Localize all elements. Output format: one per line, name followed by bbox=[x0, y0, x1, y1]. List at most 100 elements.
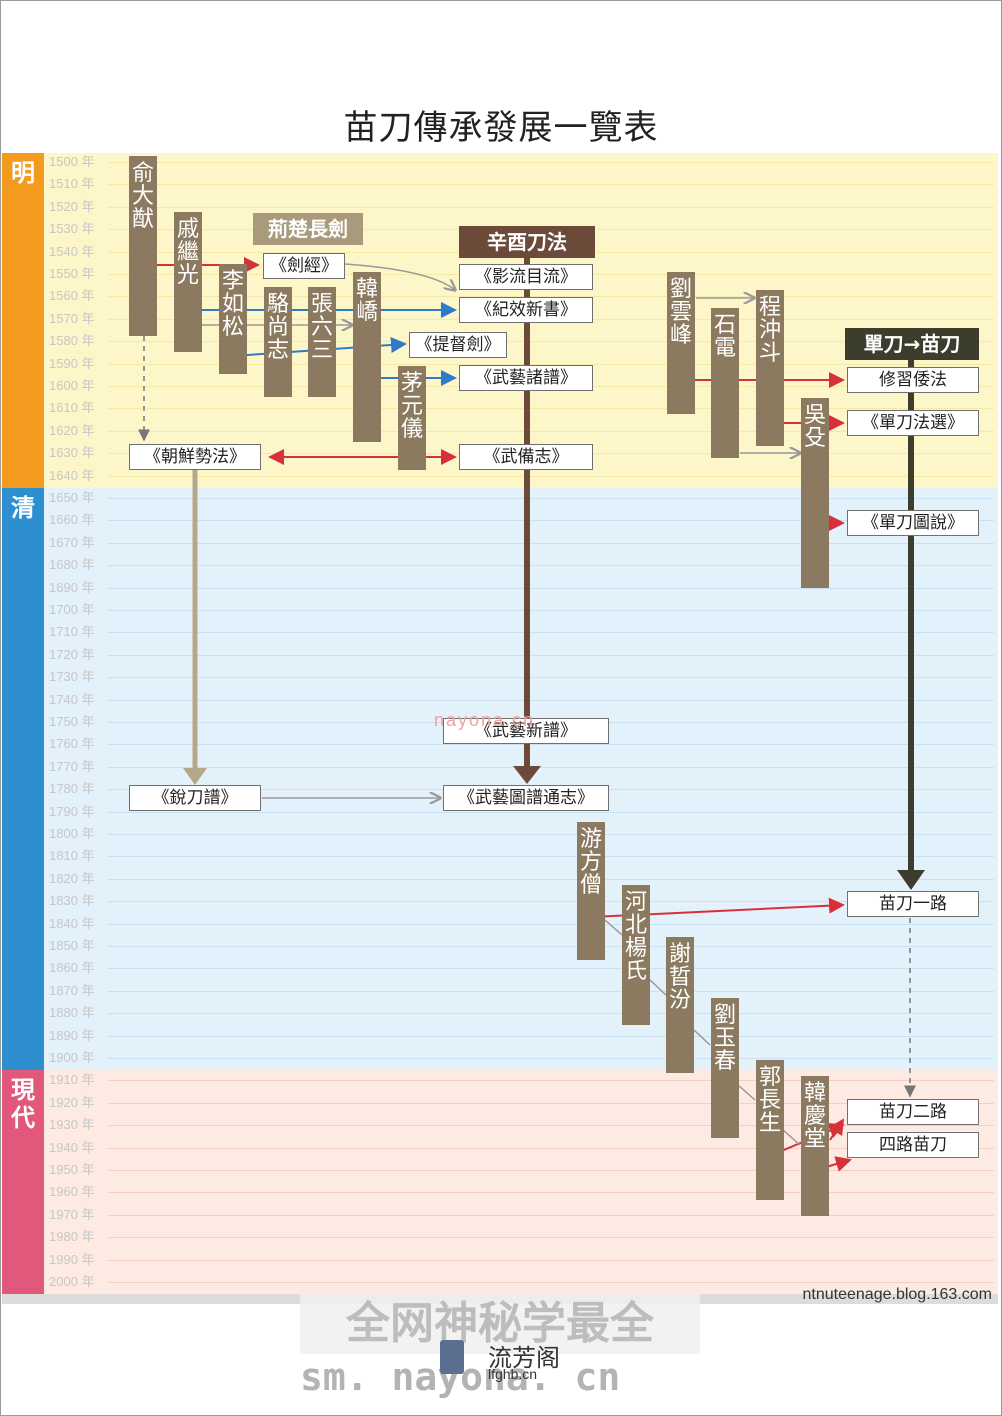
year-label: 1790 年 bbox=[49, 803, 95, 819]
person-mao-yuanyi: 茅元儀 bbox=[398, 366, 426, 470]
year-label: 1620 年 bbox=[49, 422, 95, 438]
year-gridline bbox=[108, 565, 994, 566]
year-label: 1740 年 bbox=[49, 691, 95, 707]
watermark-brand: 流芳阁 bbox=[488, 1344, 560, 1372]
year-gridline bbox=[108, 610, 994, 611]
year-label: 1850 年 bbox=[49, 938, 95, 953]
year-gridline bbox=[108, 543, 994, 544]
book-icon bbox=[440, 1340, 464, 1374]
person-zhang-liusan: 張六三 bbox=[308, 287, 336, 397]
doc-dandao-tushuo: 《單刀圖說》 bbox=[847, 510, 979, 536]
year-label: 1760 年 bbox=[49, 736, 95, 752]
year-label: 1590 年 bbox=[49, 355, 95, 371]
header-dandao: 單刀→苗刀 bbox=[845, 328, 979, 360]
year-label: 1720 年 bbox=[49, 646, 95, 662]
year-label: 1650 年 bbox=[49, 490, 95, 505]
year-label: 1920 年 bbox=[49, 1094, 95, 1110]
modern-band bbox=[2, 1070, 998, 1294]
year-label: 1550 年 bbox=[49, 266, 95, 281]
year-gridline bbox=[108, 1013, 994, 1014]
year-label: 1860 年 bbox=[49, 960, 95, 976]
person-you-fangseng: 游方僧 bbox=[577, 822, 605, 960]
year-gridline bbox=[108, 1125, 994, 1126]
year-label: 1750 年 bbox=[49, 714, 95, 729]
era-qing: 清 bbox=[2, 488, 44, 1070]
year-gridline bbox=[108, 408, 994, 409]
person-luo-shangzhi: 駱尚志 bbox=[264, 287, 292, 397]
doc-xiuxi: 修習倭法 bbox=[847, 367, 979, 393]
year-gridline bbox=[108, 744, 994, 745]
year-label: 1810 年 bbox=[49, 848, 95, 864]
year-gridline bbox=[108, 901, 994, 902]
year-gridline bbox=[108, 498, 994, 499]
year-label: 1700 年 bbox=[49, 602, 95, 617]
year-label: 1680 年 bbox=[49, 557, 95, 573]
person-xie-zhenfen: 謝晢汾 bbox=[666, 937, 694, 1073]
year-gridline bbox=[108, 1282, 994, 1283]
year-gridline bbox=[108, 476, 994, 477]
year-gridline bbox=[108, 1080, 994, 1081]
watermark-brand-url: lfghb.cn bbox=[488, 1366, 538, 1382]
year-label: 1640 年 bbox=[49, 467, 95, 483]
year-label: 1970 年 bbox=[49, 1206, 95, 1222]
year-gridline bbox=[108, 991, 994, 992]
thick-lines bbox=[183, 258, 925, 890]
year-label: 1600 年 bbox=[49, 378, 95, 393]
year-label: 1940 年 bbox=[49, 1139, 95, 1155]
year-label: 1800 年 bbox=[49, 826, 95, 841]
year-label: 1770 年 bbox=[49, 758, 95, 774]
year-label: 1730 年 bbox=[49, 669, 95, 685]
year-label: 1710 年 bbox=[49, 624, 95, 640]
person-han-qingtang: 韓慶堂 bbox=[801, 1076, 829, 1216]
year-label: 1540 年 bbox=[49, 243, 95, 259]
year-gridline bbox=[108, 431, 994, 432]
year-gridline bbox=[108, 520, 994, 521]
year-label: 1880 年 bbox=[49, 1005, 95, 1021]
year-gridline bbox=[108, 341, 994, 342]
source-credit: ntnuteenage.blog.163.com bbox=[802, 1286, 992, 1303]
year-gridline bbox=[108, 1260, 994, 1261]
doc-jianjing: 《劍經》 bbox=[263, 253, 345, 279]
year-gridline bbox=[108, 1036, 994, 1037]
diagram-title: 苗刀傳承發展一覽表 bbox=[343, 108, 659, 148]
doc-ruidaopu: 《銳刀譜》 bbox=[129, 785, 261, 811]
year-label: 1630 年 bbox=[49, 445, 95, 461]
year-gridline bbox=[108, 879, 994, 880]
person-cheng-chongdou: 程沖斗 bbox=[756, 290, 784, 446]
year-gridline bbox=[108, 162, 994, 163]
doc-dandao-faxuan: 《單刀法選》 bbox=[847, 410, 979, 436]
year-label: 1500 年 bbox=[49, 154, 95, 169]
header-xinyou: 辛酉刀法 bbox=[459, 226, 595, 258]
year-label: 1570 年 bbox=[49, 310, 95, 326]
year-label: 1930 年 bbox=[49, 1117, 95, 1133]
year-label: 1780 年 bbox=[49, 781, 95, 797]
doc-wubeizhi: 《武備志》 bbox=[459, 444, 593, 470]
watermark-mid: nayona.cn bbox=[434, 710, 536, 730]
year-label: 1870 年 bbox=[49, 982, 95, 998]
year-label: 1990 年 bbox=[49, 1251, 95, 1267]
year-label: 1610 年 bbox=[49, 400, 95, 416]
doc-chaoxian: 《朝鮮勢法》 bbox=[129, 444, 261, 470]
year-label: 1820 年 bbox=[49, 870, 95, 886]
person-han-jiao: 韓嶠 bbox=[353, 272, 381, 442]
year-label: 1960 年 bbox=[49, 1184, 95, 1200]
person-yu-dayou: 俞大猷 bbox=[129, 156, 157, 336]
person-li-rusong: 李如松 bbox=[219, 264, 247, 374]
year-label: 1900 年 bbox=[49, 1050, 95, 1065]
header-jingchu: 荊楚長劍 bbox=[253, 213, 363, 245]
year-label: 1980 年 bbox=[49, 1229, 95, 1245]
year-label: 1530 年 bbox=[49, 221, 95, 237]
doc-wuyi-xinpu: 《武藝新譜》 bbox=[443, 718, 609, 744]
doc-jixiao: 《紀效新書》 bbox=[459, 297, 593, 323]
year-gridline bbox=[108, 1170, 994, 1171]
year-gridline bbox=[108, 946, 994, 947]
year-gridline bbox=[108, 767, 994, 768]
person-qi-jiguang: 戚繼光 bbox=[174, 212, 202, 352]
year-label: 2000 年 bbox=[49, 1274, 95, 1289]
year-label: 1660 年 bbox=[49, 512, 95, 528]
person-liu-yunfeng: 劉雲峰 bbox=[667, 272, 695, 414]
era-ming: 明 bbox=[2, 153, 44, 488]
person-wu-shu: 吳殳 bbox=[801, 398, 829, 588]
year-label: 1910 年 bbox=[49, 1072, 95, 1088]
year-gridline bbox=[108, 207, 994, 208]
